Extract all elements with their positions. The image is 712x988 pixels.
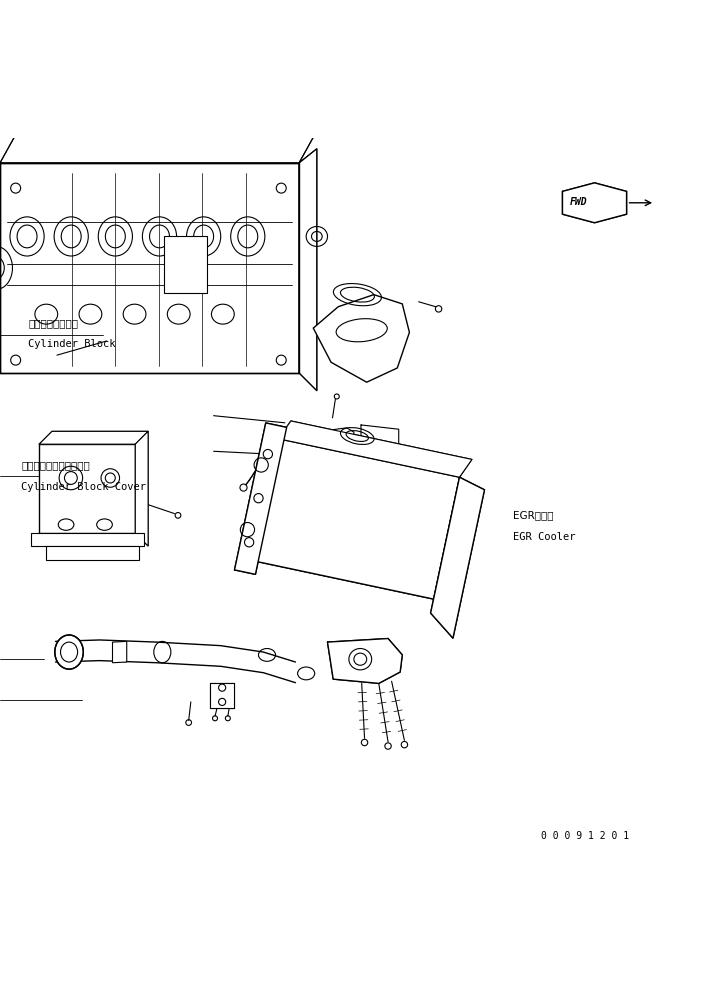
Polygon shape xyxy=(253,439,459,599)
Ellipse shape xyxy=(55,635,83,669)
Polygon shape xyxy=(562,183,627,222)
Text: シリンダブロック: シリンダブロック xyxy=(28,318,78,328)
Text: EGRクーラ: EGRクーラ xyxy=(513,511,553,521)
Polygon shape xyxy=(39,432,148,445)
Polygon shape xyxy=(234,423,287,574)
Polygon shape xyxy=(434,477,472,617)
Text: シリンダブロックカバー: シリンダブロックカバー xyxy=(21,460,90,470)
Polygon shape xyxy=(56,640,295,683)
Polygon shape xyxy=(328,638,402,684)
Text: 0 0 0 9 1 2 0 1: 0 0 0 9 1 2 0 1 xyxy=(541,832,629,842)
Polygon shape xyxy=(135,432,148,546)
Polygon shape xyxy=(295,428,354,460)
Polygon shape xyxy=(112,641,127,663)
Bar xyxy=(46,546,139,560)
Polygon shape xyxy=(0,163,299,372)
Polygon shape xyxy=(0,130,317,163)
Polygon shape xyxy=(299,148,317,391)
Bar xyxy=(31,534,144,546)
Bar xyxy=(164,236,207,293)
Text: Cylinder Block: Cylinder Block xyxy=(28,340,116,350)
Polygon shape xyxy=(210,684,234,707)
Polygon shape xyxy=(278,421,472,477)
Bar xyxy=(39,445,135,534)
Text: EGR Cooler: EGR Cooler xyxy=(513,532,575,541)
Text: FWD: FWD xyxy=(570,197,587,207)
Text: Cylinder Block Cover: Cylinder Block Cover xyxy=(21,482,147,492)
Polygon shape xyxy=(313,294,409,382)
Polygon shape xyxy=(431,477,484,638)
